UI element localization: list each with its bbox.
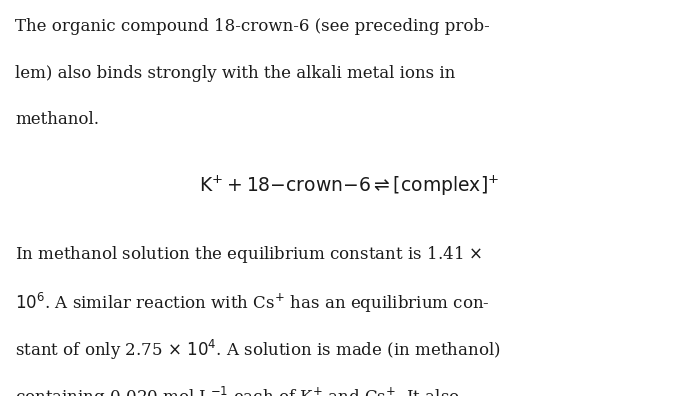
Text: lem) also binds strongly with the alkali metal ions in: lem) also binds strongly with the alkali… [15, 65, 456, 82]
Text: methanol.: methanol. [15, 111, 99, 128]
Text: $10^{6}$. A similar reaction with Cs$^{+}$ has an equilibrium con-: $10^{6}$. A similar reaction with Cs$^{+… [15, 291, 490, 315]
Text: $\mathrm{K^{+} + 18\mathsf{-}crown\mathsf{-}6 \rightleftharpoons [complex]^{+}}$: $\mathrm{K^{+} + 18\mathsf{-}crown\maths… [199, 174, 500, 198]
Text: In methanol solution the equilibrium constant is 1.41 $\times$: In methanol solution the equilibrium con… [15, 244, 483, 265]
Text: The organic compound 18-crown-6 (see preceding prob-: The organic compound 18-crown-6 (see pre… [15, 18, 490, 35]
Text: stant of only 2.75 $\times$ $10^{4}$. A solution is made (in methanol): stant of only 2.75 $\times$ $10^{4}$. A … [15, 338, 501, 362]
Text: containing 0.020 mol L$^{-1}$ each of K$^{+}$ and Cs$^{+}$. It also: containing 0.020 mol L$^{-1}$ each of K$… [15, 385, 461, 396]
